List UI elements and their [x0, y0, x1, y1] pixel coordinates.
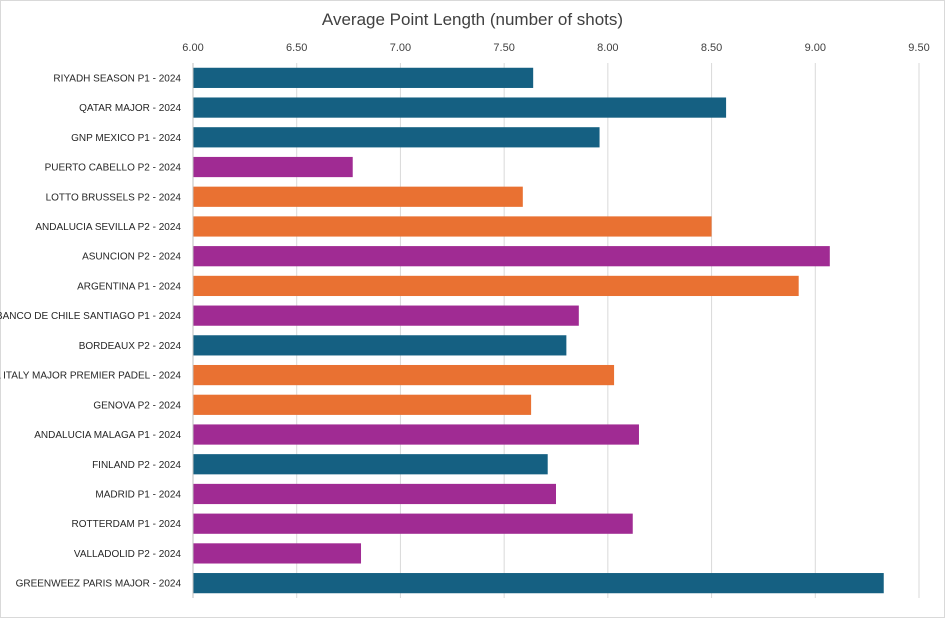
category-label: GENOVA P2 - 2024	[93, 400, 181, 411]
grid-lines	[192, 63, 920, 598]
category-label: ANDALUCIA SEVILLA P2 - 2024	[35, 222, 181, 233]
category-label: GNP MEXICO P1 - 2024	[71, 133, 181, 144]
category-label: QATAR MAJOR - 2024	[79, 103, 181, 114]
category-label: GREENWEEZ PARIS MAJOR - 2024	[16, 579, 182, 590]
category-label: VALLADOLID P2 - 2024	[74, 549, 182, 560]
bar	[193, 513, 633, 534]
x-tick-label: 7.00	[390, 42, 411, 54]
category-label: ARGENTINA P1 - 2024	[77, 281, 181, 292]
chart-title: Average Point Length (number of shots)	[321, 10, 624, 29]
bar	[193, 246, 830, 267]
x-axis-tick-labels: 6.00 6.50 7.00 7.50 8.00 8.50 9.00 9.50	[182, 42, 929, 54]
x-tick-label: 6.00	[182, 42, 203, 54]
bar	[193, 543, 362, 564]
bar	[193, 573, 884, 594]
bar	[193, 275, 799, 297]
bar	[193, 454, 548, 475]
category-label: LOTTO BRUSSELS P2 - 2024	[46, 192, 182, 203]
category-label: BNL ITALY MAJOR PREMIER PADEL - 2024	[0, 371, 181, 382]
bar	[193, 156, 353, 178]
x-tick-label: 9.50	[908, 42, 929, 54]
category-label: ANDALUCIA MALAGA P1 - 2024	[34, 430, 181, 441]
category-label: BANCO DE CHILE SANTIAGO P1 - 2024	[0, 311, 181, 322]
category-label: ASUNCION P2 - 2024	[82, 252, 181, 263]
category-label: PUERTO CABELLO P2 - 2024	[45, 163, 182, 174]
x-tick-label: 7.50	[493, 42, 514, 54]
category-label: ROTTERDAM P1 - 2024	[72, 519, 182, 530]
category-labels: RIYADH SEASON P1 - 2024 QATAR MAJOR - 202…	[0, 73, 181, 589]
bar	[193, 97, 727, 118]
bar	[193, 364, 615, 386]
bar	[193, 394, 532, 415]
bar	[193, 67, 534, 88]
bars	[193, 67, 884, 594]
category-label: BORDEAUX P2 - 2024	[79, 341, 182, 352]
bar	[193, 216, 712, 237]
bar	[193, 335, 567, 356]
category-label: RIYADH SEASON P1 - 2024	[53, 73, 181, 84]
bar	[193, 305, 579, 326]
category-label: MADRID P1 - 2024	[95, 489, 181, 500]
x-tick-label: 8.50	[701, 42, 722, 54]
bar	[193, 186, 523, 207]
x-tick-label: 8.00	[597, 42, 618, 54]
bar	[193, 483, 556, 505]
category-label: FINLAND P2 - 2024	[92, 460, 181, 471]
x-tick-label: 6.50	[286, 42, 307, 54]
bar	[193, 424, 639, 445]
bar	[193, 127, 600, 148]
x-tick-label: 9.00	[805, 42, 826, 54]
